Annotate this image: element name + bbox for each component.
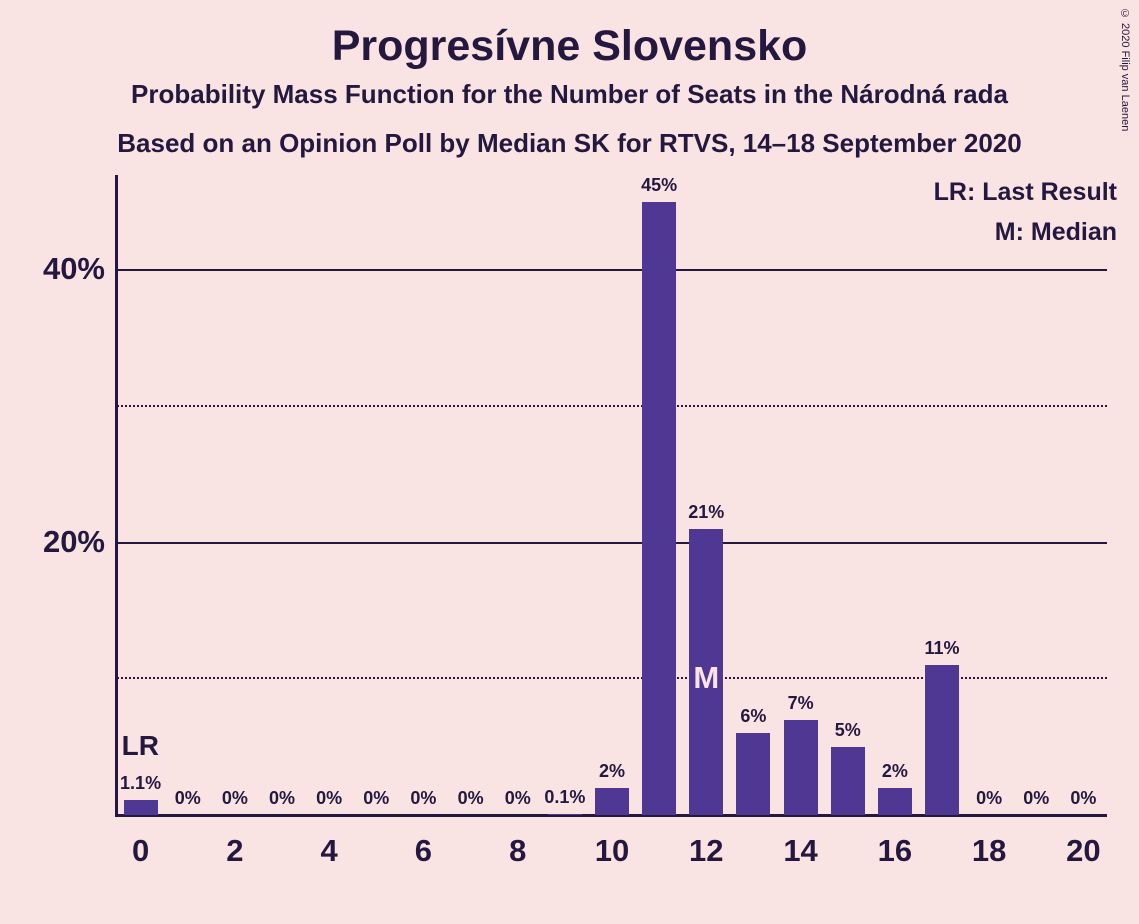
bar-label: 45%: [632, 175, 687, 196]
bar: [124, 800, 158, 815]
x-tick-label: 14: [771, 833, 831, 869]
gridline-major: [117, 269, 1107, 271]
gridline-major: [117, 542, 1107, 544]
median-marker: M: [689, 660, 723, 696]
bar: [548, 814, 582, 815]
chart-subtitle-2: Based on an Opinion Poll by Median SK fo…: [0, 128, 1139, 159]
bar-label: 2%: [584, 761, 639, 782]
bar-label: 0%: [1056, 788, 1111, 809]
bar-label: 21%: [679, 502, 734, 523]
bar: [878, 788, 912, 815]
bar: [642, 202, 676, 815]
chart-container: © 2020 Filip van Laenen Progresívne Slov…: [0, 0, 1139, 924]
chart-subtitle-1: Probability Mass Function for the Number…: [0, 79, 1139, 110]
x-tick-label: 4: [299, 833, 359, 869]
lr-marker: LR: [122, 730, 159, 762]
y-axis: [115, 175, 118, 815]
x-tick-label: 10: [582, 833, 642, 869]
bar: [925, 665, 959, 815]
bar: [831, 747, 865, 815]
x-tick-label: 12: [676, 833, 736, 869]
bar-label: 2%: [867, 761, 922, 782]
chart-title: Progresívne Slovensko: [0, 22, 1139, 71]
bar-label: 0.1%: [537, 787, 592, 808]
y-tick-label: 20%: [15, 524, 105, 560]
y-tick-label: 40%: [15, 251, 105, 287]
bar-label: 11%: [914, 638, 969, 659]
x-tick-label: 2: [205, 833, 265, 869]
bar: [784, 720, 818, 815]
x-tick-label: 16: [865, 833, 925, 869]
plot-area: 20%40%1.1%0%0%0%0%0%0%0%0%0.1%2%45%21%6%…: [117, 175, 1107, 815]
gridline-minor: [117, 405, 1107, 407]
x-tick-label: 0: [111, 833, 171, 869]
bar: [595, 788, 629, 815]
bar: [736, 733, 770, 815]
x-tick-label: 20: [1053, 833, 1113, 869]
bar-label: 5%: [820, 720, 875, 741]
x-tick-label: 18: [959, 833, 1019, 869]
x-tick-label: 6: [393, 833, 453, 869]
bar-label: 7%: [773, 693, 828, 714]
x-tick-label: 8: [488, 833, 548, 869]
